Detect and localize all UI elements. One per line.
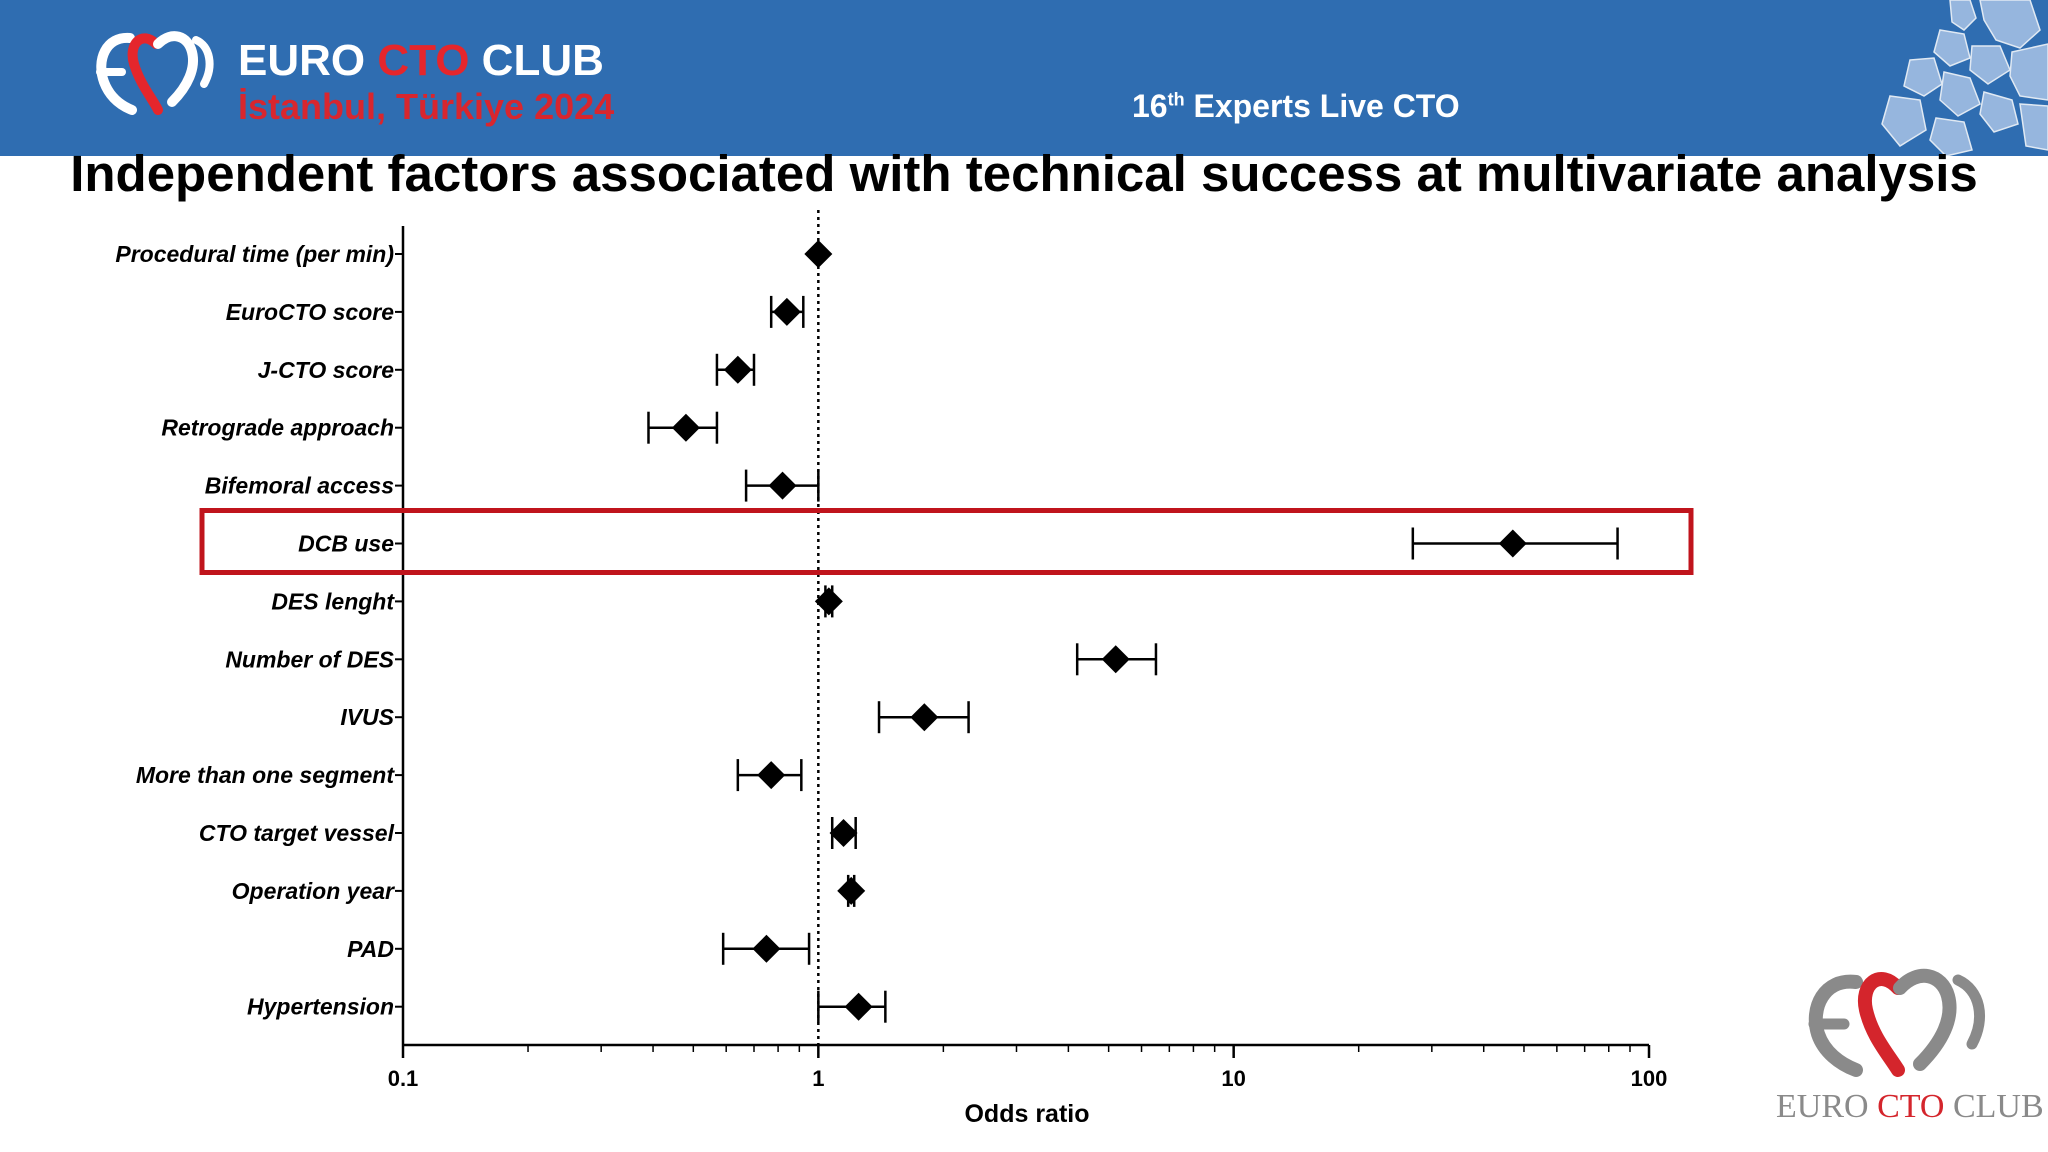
odds-ratio-marker — [752, 934, 781, 963]
forest-row: DCB use — [298, 527, 1619, 560]
footer-brand-part1: EURO — [1776, 1088, 1878, 1125]
x-tick-label: 1 — [812, 1066, 824, 1091]
x-axis-title: Odds ratio — [964, 1100, 1089, 1128]
odds-ratio-marker — [829, 819, 858, 847]
row-label: Retrograde approach — [161, 415, 394, 441]
odds-ratio-marker — [814, 587, 843, 616]
row-label: CTO target vessel — [199, 820, 395, 846]
forest-row: More than one segment — [136, 759, 803, 792]
euro-cto-club-heart-logo-icon — [96, 31, 214, 115]
row-label: Bifemoral access — [205, 473, 394, 499]
header-brand-accent: CTO — [377, 36, 470, 85]
row-label: J-CTO score — [258, 357, 395, 383]
forest-row: Bifemoral access — [205, 469, 820, 502]
forest-row: Procedural time (per min) — [115, 240, 833, 268]
row-label: IVUS — [340, 704, 394, 730]
event-suffix: th — [1167, 89, 1185, 110]
header-location: İstanbul, Türkiye 2024 — [238, 86, 615, 127]
odds-ratio-marker — [757, 761, 786, 790]
x-tick-label: 100 — [1631, 1066, 1668, 1091]
odds-ratio-marker — [804, 240, 833, 268]
chart-axes: 0.1 1 10 100 — [388, 210, 1668, 1091]
odds-ratio-marker — [1498, 529, 1527, 558]
odds-ratio-marker — [910, 703, 939, 732]
odds-ratio-marker — [723, 355, 752, 384]
footer-brand-accent: CTO — [1877, 1088, 1945, 1125]
row-label: Hypertension — [247, 994, 394, 1020]
row-label: DES lenght — [271, 588, 395, 614]
forest-row: Number of DES — [225, 643, 1158, 676]
odds-ratio-marker — [772, 297, 801, 326]
chart-rows: Procedural time (per min) EuroCTO score J-… — [115, 240, 1619, 1023]
odds-ratio-marker — [837, 876, 866, 905]
row-label: Number of DES — [225, 646, 394, 672]
row-label: DCB use — [298, 531, 394, 557]
event-name: Experts Live CTO — [1184, 88, 1460, 124]
forest-row: Hypertension — [247, 990, 887, 1023]
row-label: Operation year — [232, 878, 395, 904]
forest-row: EuroCTO score — [226, 295, 805, 328]
forest-row: Retrograde approach — [161, 411, 719, 444]
header-banner: EURO CTO CLUB İstanbul, Türkiye 2024 16t… — [0, 0, 2048, 156]
forest-row: CTO target vessel — [199, 817, 858, 849]
forest-row: IVUS — [340, 701, 970, 734]
header-brand-part3: CLUB — [469, 36, 604, 85]
row-label: PAD — [347, 936, 394, 962]
row-label: Procedural time (per min) — [115, 241, 394, 267]
header-brand-part1: EURO — [238, 36, 378, 85]
header-brand: EURO CTO CLUB — [238, 36, 604, 86]
odds-ratio-marker — [844, 992, 873, 1021]
slide-title: Independent factors associated with tech… — [70, 145, 1978, 202]
footer-heart-logo-icon — [1808, 968, 1985, 1077]
forest-row: J-CTO score — [258, 353, 756, 386]
row-label: More than one segment — [136, 762, 395, 788]
event-number: 16 — [1132, 88, 1168, 124]
europe-map-icon — [1881, 0, 2048, 156]
forest-row: PAD — [347, 932, 811, 965]
odds-ratio-marker — [768, 471, 797, 500]
event-title: 16th Experts Live CTO — [1132, 88, 1460, 125]
odds-ratio-marker — [671, 413, 700, 442]
footer-brand: EURO CTO CLUB — [1776, 1088, 2044, 1126]
x-tick-label: 0.1 — [388, 1066, 419, 1091]
x-tick-label: 10 — [1221, 1066, 1245, 1091]
forest-row: DES lenght — [271, 585, 843, 618]
footer-brand-part3: CLUB — [1944, 1088, 2044, 1125]
forest-row: Operation year — [232, 874, 866, 907]
highlight-box — [199, 508, 1694, 575]
odds-ratio-marker — [1101, 645, 1130, 674]
row-label: EuroCTO score — [226, 299, 394, 325]
